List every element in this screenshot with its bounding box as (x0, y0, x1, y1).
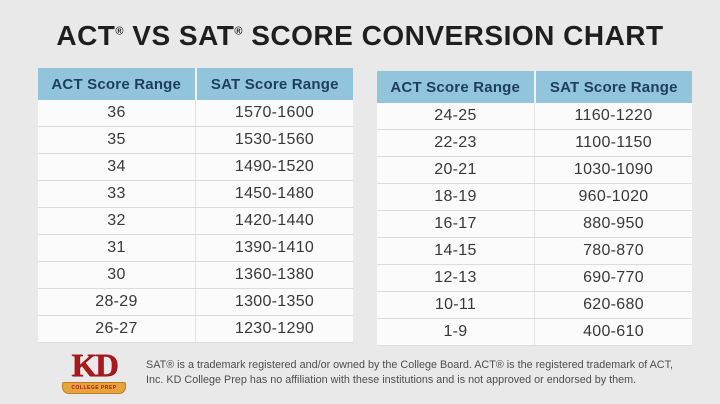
table-row: 1-9 400-610 (377, 319, 692, 346)
table-row: 26-27 1230-1290 (38, 316, 353, 343)
table-row: 31 1390-1410 (38, 235, 353, 262)
disclaimer-text: SAT® is a trademark registered and/or ow… (146, 358, 673, 388)
sat-score-cell: 1420-1440 (195, 208, 353, 234)
act-score-cell: 16-17 (434, 215, 477, 232)
page-title: ACT® VS SAT® SCORE CONVERSION CHART (0, 20, 720, 52)
table-body: 36 1570-1600 35 1530-1560 34 1490-1520 3… (38, 100, 353, 343)
act-score-cell: 36 (107, 104, 126, 121)
logo-kd-text: KD (71, 348, 119, 384)
sat-score-cell: 880-950 (534, 211, 692, 237)
table-row: 16-17 880-950 (377, 211, 692, 238)
column-header-sat: SAT Score Range (533, 71, 693, 103)
sat-score-cell: 780-870 (534, 238, 692, 264)
table-row: 28-29 1300-1350 (38, 289, 353, 316)
score-table-upper-ranges: ACT Score Range SAT Score Range 36 1570-… (38, 68, 353, 346)
act-score-cell: 20-21 (434, 161, 477, 178)
sat-score-cell: 1100-1150 (534, 130, 692, 156)
registered-mark-icon: ® (234, 25, 243, 38)
table-row: 24-25 1160-1220 (377, 103, 692, 130)
table-row: 10-11 620-680 (377, 292, 692, 319)
table-row: 32 1420-1440 (38, 208, 353, 235)
sat-score-cell: 690-770 (534, 265, 692, 291)
table-row: 22-23 1100-1150 (377, 130, 692, 157)
act-score-cell: 26-27 (95, 320, 138, 337)
act-score-cell: 28-29 (95, 293, 138, 310)
act-score-cell: 33 (107, 185, 126, 202)
title-vs-sat: VS SAT (124, 20, 235, 51)
table-row: 14-15 780-870 (377, 238, 692, 265)
sat-score-cell: 960-1020 (534, 184, 692, 210)
sat-score-cell: 620-680 (534, 292, 692, 318)
table-row: 36 1570-1600 (38, 100, 353, 127)
act-score-cell: 22-23 (434, 134, 477, 151)
sat-score-cell: 1360-1380 (195, 262, 353, 288)
column-header-sat: SAT Score Range (194, 68, 354, 100)
title-act: ACT (56, 20, 116, 51)
sat-score-cell: 400-610 (534, 319, 692, 345)
table-header: ACT Score Range SAT Score Range (377, 71, 692, 103)
act-score-cell: 18-19 (434, 188, 477, 205)
registered-mark-icon: ® (115, 25, 125, 38)
footer: KD COLLEGE PREP SAT® is a trademark regi… (60, 348, 673, 394)
table-row: 30 1360-1380 (38, 262, 353, 289)
act-score-cell: 1-9 (443, 323, 468, 340)
sat-score-cell: 1530-1560 (195, 127, 353, 153)
act-score-cell: 30 (107, 266, 126, 283)
table-row: 35 1530-1560 (38, 127, 353, 154)
table-row: 20-21 1030-1090 (377, 157, 692, 184)
sat-score-cell: 1230-1290 (195, 316, 353, 342)
table-header: ACT Score Range SAT Score Range (38, 68, 353, 100)
act-score-cell: 12-13 (434, 269, 477, 286)
disclaimer-line-1: SAT® is a trademark registered and/or ow… (146, 358, 674, 371)
sat-score-cell: 1490-1520 (195, 154, 353, 180)
disclaimer-line-2: Inc. KD College Prep has no affiliation … (146, 373, 637, 386)
conversion-tables: ACT Score Range SAT Score Range 36 1570-… (38, 68, 692, 346)
act-score-cell: 31 (107, 239, 126, 256)
sat-score-cell: 1450-1480 (195, 181, 353, 207)
table-row: 12-13 690-770 (377, 265, 692, 292)
table-body: 24-25 1160-1220 22-23 1100-1150 20-21 10… (377, 103, 692, 346)
act-score-cell: 24-25 (434, 107, 477, 124)
sat-score-cell: 1030-1090 (534, 157, 692, 183)
logo-ribbon: COLLEGE PREP (62, 382, 126, 394)
table-row: 34 1490-1520 (38, 154, 353, 181)
table-row: 33 1450-1480 (38, 181, 353, 208)
act-score-cell: 35 (107, 131, 126, 148)
sat-score-cell: 1390-1410 (195, 235, 353, 261)
table-row: 18-19 960-1020 (377, 184, 692, 211)
act-score-cell: 32 (107, 212, 126, 229)
column-header-act: ACT Score Range (51, 75, 182, 93)
title-rest: SCORE CONVERSION CHART (242, 20, 664, 51)
sat-score-cell: 1160-1220 (534, 103, 692, 129)
score-table-lower-ranges: ACT Score Range SAT Score Range 24-25 11… (377, 71, 692, 346)
act-score-cell: 34 (107, 158, 126, 175)
column-header-act: ACT Score Range (390, 78, 521, 96)
sat-score-cell: 1570-1600 (195, 100, 353, 126)
act-score-cell: 14-15 (434, 242, 477, 259)
act-score-cell: 10-11 (434, 296, 477, 313)
logo-banner-text: COLLEGE PREP (71, 385, 117, 391)
kd-college-prep-logo: KD COLLEGE PREP (60, 348, 128, 394)
sat-score-cell: 1300-1350 (195, 289, 353, 315)
